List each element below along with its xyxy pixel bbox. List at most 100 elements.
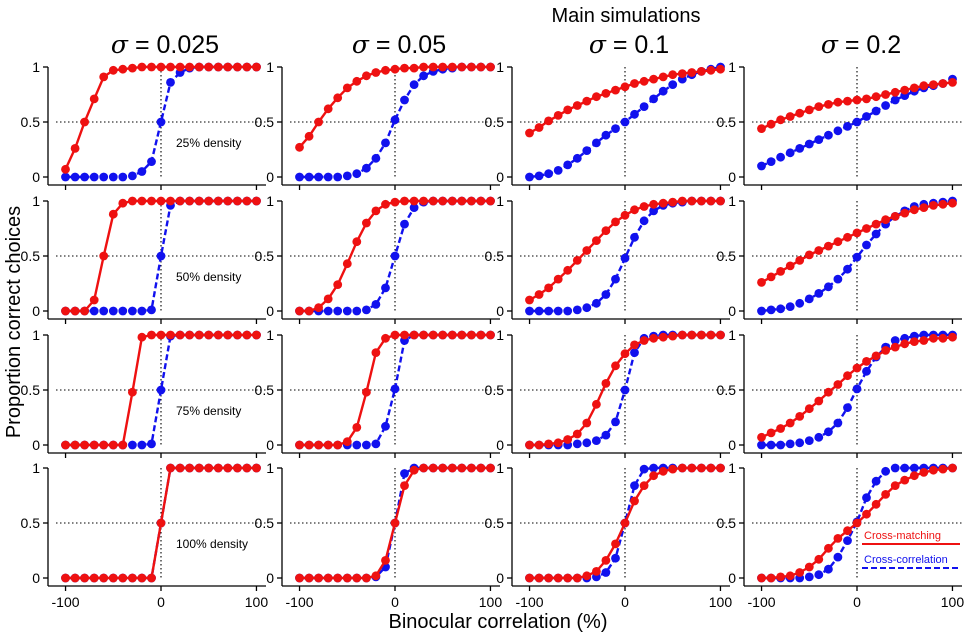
cross-matching-point bbox=[352, 76, 362, 86]
cross-matching-point bbox=[929, 333, 938, 343]
cross-matching-point bbox=[342, 573, 352, 583]
cross-matching-point bbox=[108, 440, 118, 450]
cross-matching-point bbox=[333, 93, 343, 103]
cross-matching-point bbox=[447, 330, 457, 340]
cross-correlation-point bbox=[61, 172, 70, 182]
cross-matching-point bbox=[553, 438, 563, 448]
cross-correlation-point bbox=[601, 290, 611, 299]
density-label-3: 75% density bbox=[176, 404, 241, 418]
panel-r3-c1: 0 0.5 1 75% density bbox=[21, 327, 266, 458]
column-title-4: σ = 0.2 bbox=[821, 30, 901, 59]
cross-matching-point bbox=[900, 208, 910, 218]
cross-matching-point bbox=[766, 119, 776, 129]
cross-matching-point bbox=[668, 197, 678, 207]
cross-matching-point bbox=[525, 573, 534, 583]
cross-matching-point bbox=[948, 463, 957, 473]
cross-matching-point bbox=[381, 333, 390, 343]
cross-correlation-point bbox=[80, 172, 89, 182]
cross-correlation-point bbox=[592, 436, 601, 445]
cross-matching-point bbox=[137, 573, 147, 583]
x-tick-label: 0 bbox=[157, 594, 165, 610]
cross-correlation-point bbox=[137, 306, 147, 316]
cross-matching-point bbox=[438, 463, 448, 473]
cross-matching-point bbox=[948, 332, 957, 342]
cross-matching-point bbox=[185, 196, 195, 206]
cross-correlation-point bbox=[534, 171, 544, 181]
cross-correlation-point bbox=[766, 157, 776, 167]
cross-matching-point bbox=[938, 199, 948, 209]
cross-matching-point bbox=[381, 199, 390, 209]
x-tick-label: 100 bbox=[245, 594, 269, 610]
legend: Cross-matching Cross-correlation bbox=[862, 530, 960, 569]
cross-correlation-point bbox=[824, 427, 833, 437]
cross-matching-point bbox=[447, 463, 457, 473]
cross-correlation-point bbox=[630, 109, 639, 119]
cross-matching-point bbox=[757, 432, 766, 442]
cross-matching-point bbox=[127, 573, 137, 583]
cross-matching-point bbox=[304, 573, 314, 583]
cross-correlation-point bbox=[362, 440, 371, 450]
y-tick-label: 0.5 bbox=[717, 515, 737, 531]
cross-correlation-point bbox=[843, 122, 852, 131]
cross-correlation-point bbox=[757, 306, 766, 316]
cross-matching-point bbox=[147, 573, 156, 583]
cross-matching-point bbox=[166, 196, 175, 206]
cross-matching-point bbox=[919, 336, 929, 345]
cross-matching-point bbox=[795, 412, 805, 421]
cross-matching-point bbox=[785, 571, 795, 581]
y-tick-label: 0 bbox=[32, 303, 40, 319]
cross-matching-point bbox=[99, 72, 109, 82]
y-tick-label: 0 bbox=[496, 303, 504, 319]
panel-r2-c1: 0 0.5 1 50% density bbox=[21, 193, 266, 324]
cross-matching-point bbox=[137, 62, 147, 72]
cross-correlation-point bbox=[582, 438, 592, 448]
cross-matching-point bbox=[804, 250, 814, 260]
cross-correlation-point bbox=[785, 148, 795, 158]
cross-matching-point bbox=[438, 196, 448, 206]
cross-correlation-point bbox=[400, 469, 409, 478]
cross-correlation-point bbox=[147, 305, 156, 315]
cross-matching-point bbox=[563, 265, 573, 275]
cross-matching-point bbox=[295, 440, 304, 450]
cross-matching-point bbox=[314, 440, 323, 450]
figure-title: Main simulations bbox=[552, 5, 701, 27]
cross-correlation-point bbox=[766, 440, 776, 450]
cross-correlation-point bbox=[852, 384, 862, 394]
cross-matching-point bbox=[871, 92, 881, 102]
cross-matching-point bbox=[833, 534, 843, 543]
cross-correlation-point bbox=[843, 536, 852, 545]
y-tick-label: 1 bbox=[32, 460, 40, 476]
cross-correlation-point bbox=[553, 306, 563, 316]
cross-matching-point bbox=[242, 463, 252, 473]
cross-matching-point bbox=[697, 196, 706, 206]
cross-matching-point bbox=[233, 62, 242, 72]
cross-matching-point bbox=[804, 404, 814, 414]
cross-correlation-point bbox=[563, 306, 573, 316]
y-tick-label: 1 bbox=[266, 193, 274, 209]
cross-matching-point bbox=[938, 333, 948, 343]
cross-correlation-point bbox=[371, 153, 381, 163]
cross-matching-point bbox=[409, 330, 419, 340]
cross-matching-point bbox=[824, 241, 833, 251]
sigma-value: = 0.05 bbox=[369, 31, 446, 59]
y-tick-label: 0.5 bbox=[255, 515, 275, 531]
cross-matching-point bbox=[909, 471, 919, 481]
cross-matching-point bbox=[166, 62, 175, 72]
cross-correlation-point bbox=[852, 252, 862, 262]
cross-correlation-point bbox=[804, 139, 814, 149]
cross-correlation-point bbox=[909, 463, 919, 473]
cross-correlation-point bbox=[99, 306, 109, 316]
cross-matching-point bbox=[919, 203, 929, 213]
x-tick-label: -100 bbox=[516, 594, 544, 610]
cross-matching-point bbox=[814, 554, 824, 564]
cross-correlation-point bbox=[620, 117, 630, 127]
cross-matching-point bbox=[467, 330, 476, 340]
cross-matching-point bbox=[658, 72, 668, 82]
cross-correlation-point bbox=[890, 95, 900, 105]
cross-matching-point bbox=[223, 330, 233, 340]
cross-matching-point bbox=[620, 518, 630, 528]
sigma-symbol: σ bbox=[352, 30, 370, 59]
cross-matching-point bbox=[852, 95, 862, 105]
cross-matching-point bbox=[333, 280, 343, 289]
cross-correlation-point bbox=[776, 440, 785, 450]
